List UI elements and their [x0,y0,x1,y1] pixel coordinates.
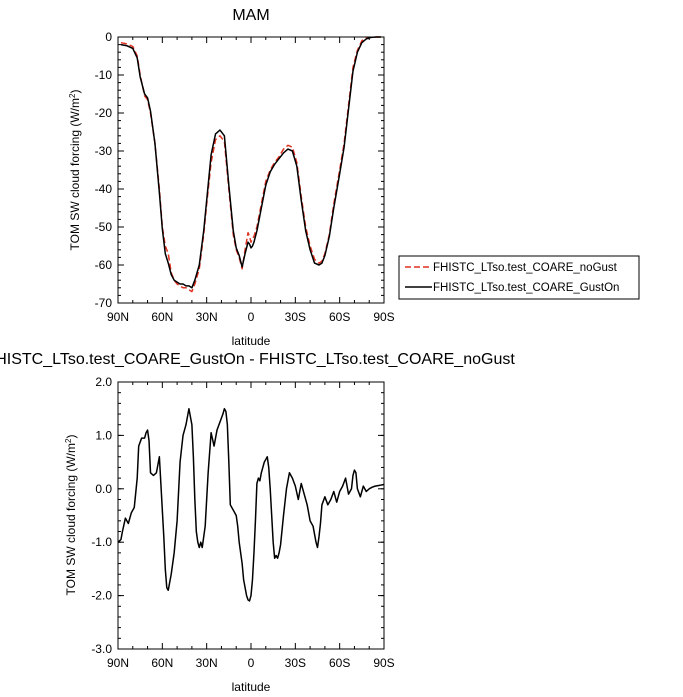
top-y-tick-label: -60 [95,258,113,272]
legend: FHISTC_LTso.test_COARE_noGust FHISTC_LTs… [398,255,640,300]
bottom-x-tick-label: 30N [196,656,218,670]
top-x-axis-label: latitude [232,334,271,348]
bottom-x-tick-label: 90N [107,656,129,670]
bottom-title: HISTC_LTso.test_COARE_GustOn - FHISTC_LT… [0,351,515,368]
top-series-line-0 [120,36,382,293]
top-x-tick-label: 30S [285,310,306,324]
top-y-axis-label: TOM SW cloud forcing (W/m2) [68,90,82,251]
top-title: MAM [232,7,269,24]
bottom-x-tick-label: 30S [285,656,306,670]
top-panel: MAM 90N 60N 30N 0 30S 60S 90S 0 -10 -20 -30 -40 -50… [68,7,395,348]
top-x-tick-label: 60N [151,310,173,324]
bottom-y-tick-labels: 2.0 1.0 0.0 -1.0 -2.0 -3.0 [91,375,112,656]
bottom-y-tick-label: -2.0 [91,589,112,603]
legend-label-guston: FHISTC_LTso.test_COARE_GustOn [433,282,619,294]
bottom-y-tick-label: 1.0 [95,428,112,442]
bottom-x-tick-label: 60N [151,656,173,670]
bottom-x-tick-label: 90S [373,656,394,670]
top-series-line-1 [120,36,382,289]
bottom-x-tick-label: 0 [248,656,255,670]
bottom-y-tick-label: 0.0 [95,482,112,496]
top-plot-frame [117,36,385,304]
bottom-y-axis-label: TOM SW cloud forcing (W/m2) [64,435,78,596]
bottom-panel: HISTC_LTso.test_COARE_GustOn - FHISTC_LT… [0,351,515,694]
top-y-tick-label: -40 [95,182,113,196]
bottom-x-tick-label: 60S [329,656,350,670]
top-y-tick-label: -20 [95,106,113,120]
top-y-axis-label-sup: 2 [68,93,77,98]
bottom-x-tick-labels: 90N 60N 30N 0 30S 60S 90S [107,656,395,670]
bottom-ticks [117,381,385,650]
legend-box [398,255,640,300]
top-x-tick-label: 30N [196,310,218,324]
top-x-tick-label: 90S [373,310,394,324]
bottom-y-axis-label-sup: 2 [64,438,73,443]
bottom-plot-frame [117,381,385,650]
bottom-y-axis-label-main: TOM SW cloud forcing (W/m [64,443,78,595]
top-y-tick-label: -10 [95,68,113,82]
top-y-tick-label: -50 [95,220,113,234]
bottom-y-tick-label: -1.0 [91,535,112,549]
bottom-y-tick-label: -3.0 [91,642,112,656]
top-x-tick-label: 0 [248,310,255,324]
bottom-y-tick-label: 2.0 [95,375,112,389]
top-y-tick-label: -70 [95,296,113,310]
top-y-axis-label-end: ) [68,90,82,94]
top-y-axis-label-main: TOM SW cloud forcing (W/m [68,98,82,250]
bottom-y-axis-label-end: ) [64,435,78,439]
legend-label-nogust: FHISTC_LTso.test_COARE_noGust [433,262,618,274]
top-y-tick-labels: 0 -10 -20 -30 -40 -50 -60 -70 [95,30,113,310]
bottom-series-line-0 [117,407,385,602]
bottom-series-lines [117,407,385,602]
top-series-lines [120,36,382,293]
top-x-tick-label: 90N [107,310,129,324]
top-y-tick-label: 0 [105,30,112,44]
top-y-tick-label: -30 [95,144,113,158]
bottom-x-axis-label: latitude [232,680,271,694]
top-x-tick-labels: 90N 60N 30N 0 30S 60S 90S [107,310,395,324]
top-x-tick-label: 60S [329,310,350,324]
